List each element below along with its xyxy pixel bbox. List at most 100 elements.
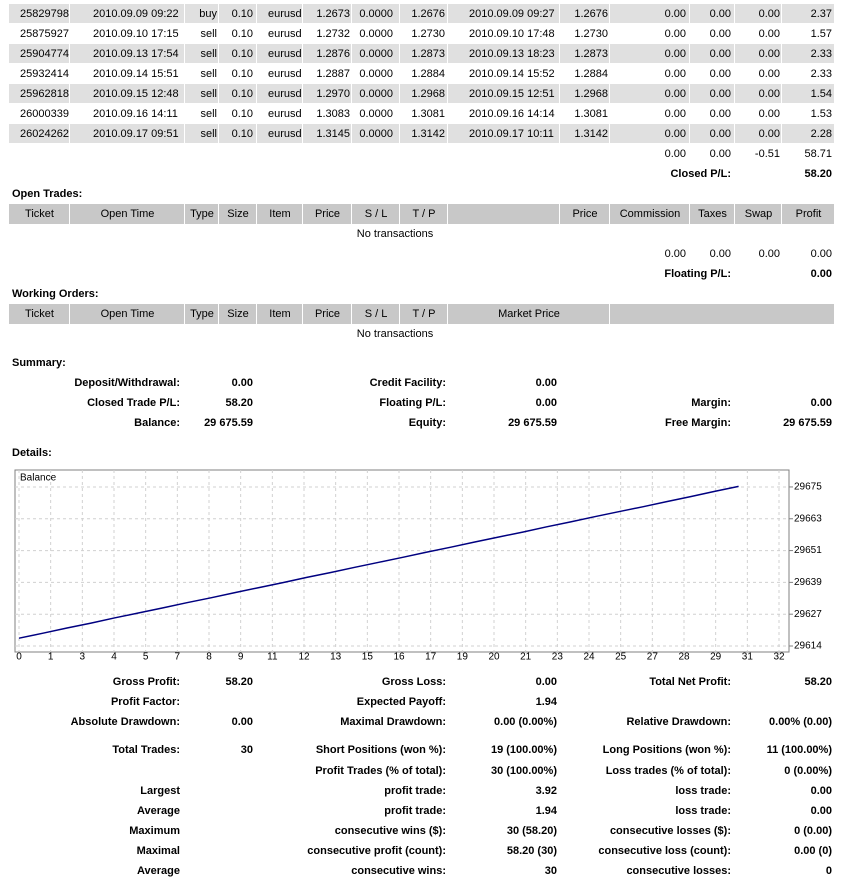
trade-cell: 0.00 xyxy=(710,128,731,140)
cell-bg xyxy=(610,4,689,23)
cell-bg xyxy=(219,4,256,23)
cell-bg xyxy=(9,304,69,324)
x-tick-label: 1 xyxy=(48,652,54,663)
trade-cell: 1.2884 xyxy=(574,68,608,80)
value: 3.92 xyxy=(536,785,557,797)
cell-bg xyxy=(560,44,609,63)
cell-bg xyxy=(70,204,184,224)
cell-bg xyxy=(352,204,399,224)
x-tick-label: 19 xyxy=(457,652,469,663)
total-cell: -0.51 xyxy=(755,148,780,160)
column-header: Open Time xyxy=(101,308,155,320)
trade-cell: eurusd xyxy=(268,28,302,40)
result-label: Closed P/L: xyxy=(670,168,731,180)
cell-bg xyxy=(352,124,399,143)
cell-bg xyxy=(400,124,447,143)
label: profit trade: xyxy=(384,805,446,817)
trade-cell: 0.00 xyxy=(665,88,686,100)
column-header: T / P xyxy=(412,208,435,220)
column-header: Type xyxy=(190,208,214,220)
cell-bg xyxy=(610,124,689,143)
label: consecutive profit (count): xyxy=(307,845,446,857)
trade-cell: 26000339 xyxy=(20,108,69,120)
value: 0.00 (0) xyxy=(794,845,832,857)
total-cell: 0.00 xyxy=(710,248,731,260)
trade-cell: 1.2676 xyxy=(411,8,445,20)
label: Profit Trades (% of total): xyxy=(315,765,446,777)
value: 0.00 xyxy=(232,377,253,389)
cell-bg xyxy=(185,124,218,143)
label: Absolute Drawdown: xyxy=(71,716,180,728)
trade-cell: eurusd xyxy=(268,128,302,140)
trade-cell: 1.2676 xyxy=(574,8,608,20)
trade-cell: 1.53 xyxy=(811,108,832,120)
trade-cell: 0.00 xyxy=(665,68,686,80)
value: 58.20 xyxy=(225,676,253,688)
cell-bg xyxy=(782,124,834,143)
trade-cell: 0.00 xyxy=(665,48,686,60)
x-tick-label: 0 xyxy=(16,652,22,663)
trade-cell: 1.2968 xyxy=(411,88,445,100)
label: Largest xyxy=(140,785,180,797)
value: 58.20 (30) xyxy=(507,845,557,857)
cell-bg xyxy=(185,4,218,23)
trade-cell: 2010.09.09 09:27 xyxy=(469,8,555,20)
trade-cell: 1.3081 xyxy=(574,108,608,120)
value: 30 xyxy=(241,744,253,756)
trade-cell: 0.00 xyxy=(710,48,731,60)
cell-bg xyxy=(448,84,559,103)
trade-cell: 2010.09.14 15:51 xyxy=(93,68,179,80)
cell-bg xyxy=(610,84,689,103)
cell-bg xyxy=(303,84,351,103)
trade-cell: 1.2968 xyxy=(574,88,608,100)
trade-cell: sell xyxy=(200,48,217,60)
cell-bg xyxy=(352,4,399,23)
column-header: Type xyxy=(190,308,214,320)
trade-cell: 1.2730 xyxy=(411,28,445,40)
trade-cell: 1.2673 xyxy=(316,8,350,20)
section-title: Details: xyxy=(12,447,52,459)
trade-cell: 0.0000 xyxy=(359,48,393,60)
trade-cell: 0.00 xyxy=(710,8,731,20)
label: Maximum xyxy=(129,825,180,837)
value: 19 (100.00%) xyxy=(491,744,557,756)
cell-bg xyxy=(400,204,447,224)
column-header: Commission xyxy=(620,208,681,220)
result-value: 0.00 xyxy=(811,268,832,280)
trade-cell: 1.3083 xyxy=(316,108,350,120)
value: 30 xyxy=(545,865,557,877)
trade-cell: 0.00 xyxy=(710,108,731,120)
label: Margin: xyxy=(691,397,731,409)
cell-bg xyxy=(70,84,184,103)
column-header: S / L xyxy=(365,208,388,220)
empty-note: No transactions xyxy=(357,228,434,240)
label: Balance: xyxy=(134,417,180,429)
cell-bg xyxy=(735,204,781,224)
cell-bg xyxy=(560,204,609,224)
label: consecutive wins: xyxy=(351,865,446,877)
trade-cell: 0.00 xyxy=(665,28,686,40)
y-tick-label: 29675 xyxy=(794,482,822,493)
trade-cell: 0.00 xyxy=(759,108,780,120)
trade-cell: 0.0000 xyxy=(359,108,393,120)
x-tick-label: 5 xyxy=(143,652,149,663)
plot-area xyxy=(14,469,790,653)
cell-bg xyxy=(219,124,256,143)
label: Average xyxy=(137,865,180,877)
column-header: Ticket xyxy=(25,208,54,220)
column-header: S / L xyxy=(365,308,388,320)
cell-bg xyxy=(9,44,69,63)
cell-bg xyxy=(560,84,609,103)
trade-cell: sell xyxy=(200,128,217,140)
trade-cell: 2010.09.09 09:22 xyxy=(93,8,179,20)
trade-cell: 0.10 xyxy=(232,128,253,140)
cell-bg xyxy=(560,124,609,143)
trade-cell: 26024262 xyxy=(20,128,69,140)
x-tick-label: 8 xyxy=(206,652,212,663)
total-cell: 58.71 xyxy=(804,148,832,160)
value: 58.20 xyxy=(804,676,832,688)
result-label: Floating P/L: xyxy=(664,268,731,280)
cell-bg xyxy=(257,44,302,63)
trade-cell: 0.0000 xyxy=(359,128,393,140)
